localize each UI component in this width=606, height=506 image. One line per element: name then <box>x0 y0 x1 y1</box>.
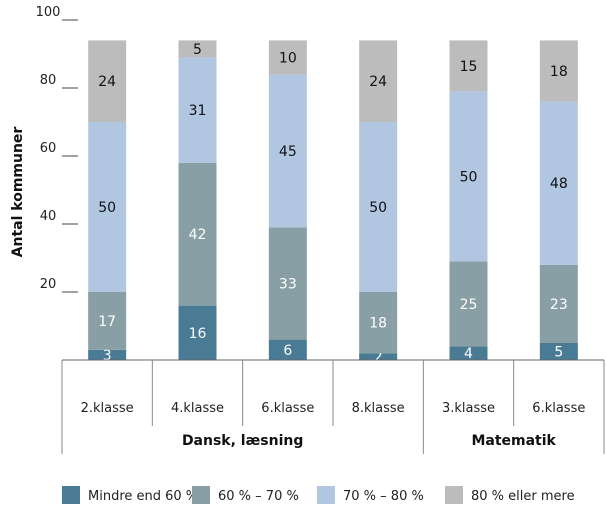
bar-segment <box>88 292 127 350</box>
bar-data-label: 33 <box>279 277 297 293</box>
bar-data-label: 3 <box>103 348 112 364</box>
bar-data-label: 23 <box>550 297 568 313</box>
y-axis-label: Antal kommuner <box>10 127 26 258</box>
bar-segment <box>449 261 488 347</box>
x-tick-label: 3.klasse <box>442 401 495 416</box>
bar-data-label: 16 <box>189 326 207 342</box>
bars: 3 17 50 24 16 42 31 5 6 33 45 10 2 18 50 24 4 25 50 15 5 23 48… <box>88 40 578 366</box>
bar-segment <box>88 40 127 122</box>
legend-label: Mindre end 60 % <box>88 489 198 504</box>
bar-segment <box>539 343 578 360</box>
bar-segment <box>268 40 307 75</box>
legend-label: 80 % eller mere <box>471 489 575 504</box>
bar-data-label: 50 <box>98 200 116 216</box>
bar-data-label: 24 <box>98 74 116 90</box>
bar-segment <box>268 339 307 360</box>
bar-data-label: 42 <box>189 227 207 243</box>
bar-data-label: 18 <box>550 64 568 80</box>
x-tick-label: 2.klasse <box>81 401 134 416</box>
bar-data-label: 4 <box>464 346 473 362</box>
bar-segment <box>449 91 488 262</box>
x-tick-label: 6.klasse <box>532 401 585 416</box>
y-tick-label: 20 <box>40 277 57 292</box>
legend: Mindre end 60 % 60 % – 70 % 70 % – 80 % 80 … <box>62 486 575 504</box>
y-tick-label: 40 <box>40 209 57 224</box>
bar-data-label: 5 <box>193 42 202 58</box>
bar-segment <box>539 40 578 102</box>
bar-segment <box>359 353 398 360</box>
bar-data-label: 48 <box>550 176 568 192</box>
bar-data-label: 10 <box>279 50 297 66</box>
bar-data-label: 24 <box>369 74 387 90</box>
bar-segment <box>178 57 217 163</box>
bar-segment <box>88 349 127 360</box>
x-tick-label: 4.klasse <box>171 401 224 416</box>
legend-swatch <box>62 486 80 504</box>
y-tick-label: 60 <box>40 141 57 156</box>
bar-segment <box>359 122 398 292</box>
bar-segment <box>359 40 398 122</box>
bar-data-label: 25 <box>460 297 478 313</box>
bar-segment <box>178 40 217 58</box>
bar-segment <box>178 162 217 306</box>
legend-swatch <box>317 486 335 504</box>
bar-segment <box>88 122 127 292</box>
x-tick-label: 8.klasse <box>352 401 405 416</box>
bar-data-label: 17 <box>98 314 116 330</box>
legend-swatch <box>192 486 210 504</box>
x-axis: 2.klasse 4.klasse 6.klasse 8.klasse 3.klasse… <box>61 359 605 454</box>
bar-data-label: 2 <box>374 350 383 366</box>
bar-data-label: 5 <box>554 345 563 361</box>
bar-segment <box>449 346 488 360</box>
bar-segment <box>359 292 398 354</box>
bar-data-label: 31 <box>189 103 207 119</box>
group-label: Dansk, læsning <box>182 433 303 449</box>
group-label: Matematik <box>471 433 556 449</box>
y-tick-label: 100 <box>36 5 61 20</box>
bar-data-label: 50 <box>460 169 478 185</box>
bar-segment <box>539 264 578 343</box>
legend-label: 60 % – 70 % <box>218 489 299 504</box>
bar-data-label: 45 <box>279 144 297 160</box>
y-axis: 20 40 60 80 100 <box>36 5 78 293</box>
bar-segment <box>449 40 488 92</box>
legend-label: 70 % – 80 % <box>343 489 424 504</box>
bar-segment <box>539 101 578 265</box>
bar-segment <box>268 227 307 340</box>
x-tick-label: 6.klasse <box>261 401 314 416</box>
bar-data-label: 15 <box>460 59 478 75</box>
bar-data-label: 50 <box>369 200 387 216</box>
bar-segment <box>178 305 217 360</box>
bar-segment <box>268 74 307 228</box>
bar-data-label: 18 <box>369 316 387 332</box>
y-tick-label: 80 <box>40 73 57 88</box>
bar-data-label: 6 <box>283 343 292 359</box>
legend-swatch <box>445 486 463 504</box>
